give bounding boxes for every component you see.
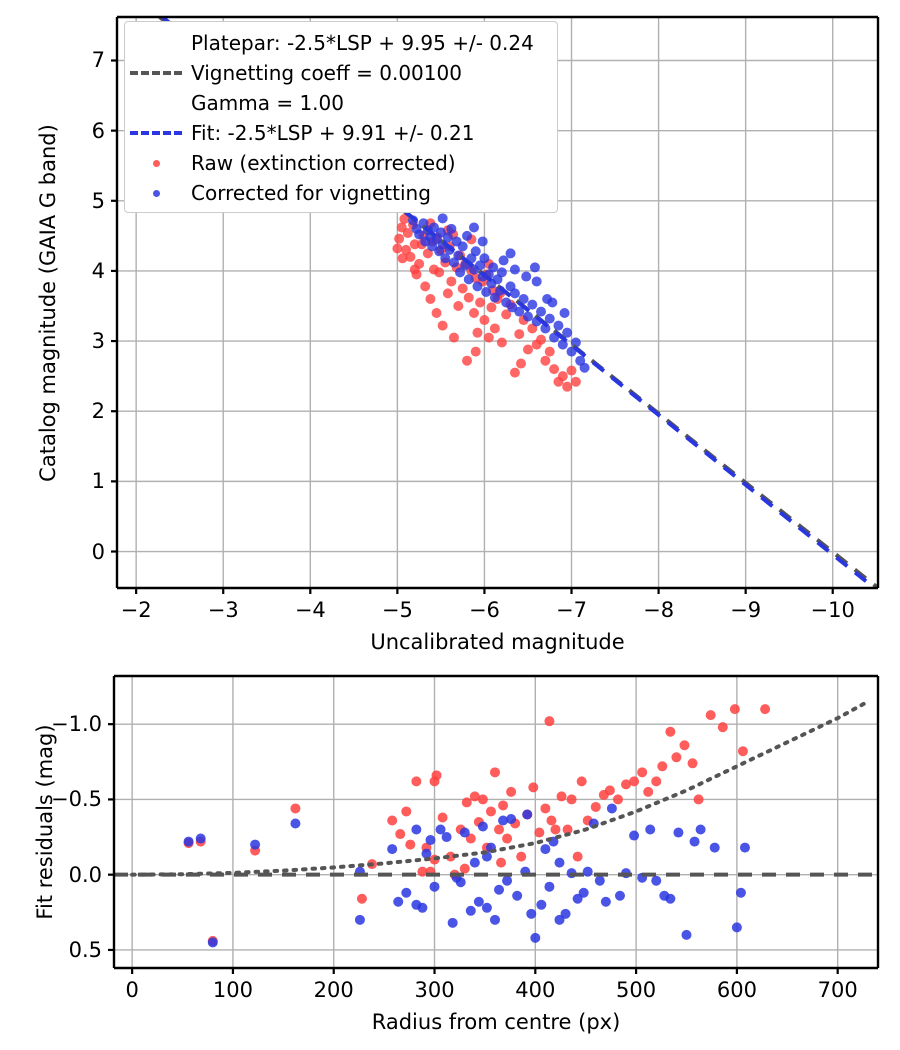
legend-dashed-line-blue-icon [125, 131, 187, 135]
tick-label: −2 [120, 598, 152, 622]
tick-label: −9 [730, 598, 762, 622]
legend-entry-label: Gamma = 1.00 [191, 91, 344, 115]
legend-entry-label: Corrected for vignetting [191, 181, 431, 205]
tick-label: −10 [810, 598, 855, 622]
main-y-axis-title: Catalog magnitude (GAIA G band) [36, 123, 60, 482]
main-axes [111, 15, 880, 594]
tick-label: 0.5 [68, 937, 102, 962]
dot-swatch [152, 189, 160, 197]
main-x-axis-title: Uncalibrated magnitude [370, 630, 625, 654]
tick-label: −0.5 [51, 787, 102, 812]
legend-entry: Fit: -2.5*LSP + 9.91 +/- 0.21 [125, 120, 559, 146]
tick-label: 200 [313, 978, 354, 1002]
legend-marker-red-icon [125, 159, 187, 167]
tick-label: 3 [91, 329, 105, 354]
legend-entry: Raw (extinction corrected) [125, 150, 559, 176]
legend-entry: Gamma = 1.00 [125, 90, 559, 116]
dash-swatch [130, 131, 182, 135]
tick-label: −4 [294, 598, 326, 622]
tick-label: 5 [91, 188, 105, 213]
tick-label: 0 [91, 539, 105, 564]
tick-label: 0.0 [68, 862, 102, 887]
tick-label: 7 [91, 48, 105, 73]
legend-dashed-line-gray-icon [125, 71, 187, 75]
tick-label: −7 [556, 598, 587, 622]
legend-marker-blue-icon [125, 189, 187, 197]
legend-entry-label: Vignetting coeff = 0.00100 [191, 61, 462, 85]
tick-label: 2 [91, 399, 105, 424]
tick-label: 1 [91, 469, 105, 494]
dash-swatch [130, 71, 182, 75]
tick-label: 4 [91, 258, 105, 283]
dot-swatch [152, 159, 160, 167]
tick-label: −8 [643, 598, 675, 622]
tick-label: 600 [716, 978, 757, 1002]
tick-label: 6 [91, 118, 105, 143]
tick-label: −3 [207, 598, 239, 622]
legend-entry-label: Platepar: -2.5*LSP + 9.95 +/- 0.24 [191, 31, 534, 55]
residual-y-axis-title: Fit residuals (mag) [33, 724, 57, 920]
tick-label: 400 [515, 978, 556, 1002]
legend: Platepar: -2.5*LSP + 9.95 +/- 0.24 Vignet… [124, 21, 558, 213]
legend-entry-label: Fit: -2.5*LSP + 9.91 +/- 0.21 [191, 121, 475, 145]
tick-label: 700 [817, 978, 858, 1002]
legend-entry: Platepar: -2.5*LSP + 9.95 +/- 0.24 [125, 30, 559, 56]
residual-axes [108, 674, 880, 974]
tick-label: 100 [212, 978, 253, 1002]
tick-label: −1.0 [51, 712, 102, 737]
tick-label: −6 [468, 598, 500, 622]
residual-x-axis-title: Radius from centre (px) [371, 1010, 621, 1034]
tick-label: −5 [381, 598, 413, 622]
tick-label: 0 [125, 978, 139, 1002]
tick-label: 300 [414, 978, 455, 1002]
legend-entry-label: Raw (extinction corrected) [191, 151, 456, 175]
legend-entry: Vignetting coeff = 0.00100 [125, 60, 559, 86]
tick-label: 500 [616, 978, 657, 1002]
legend-entry: Corrected for vignetting [125, 180, 559, 206]
